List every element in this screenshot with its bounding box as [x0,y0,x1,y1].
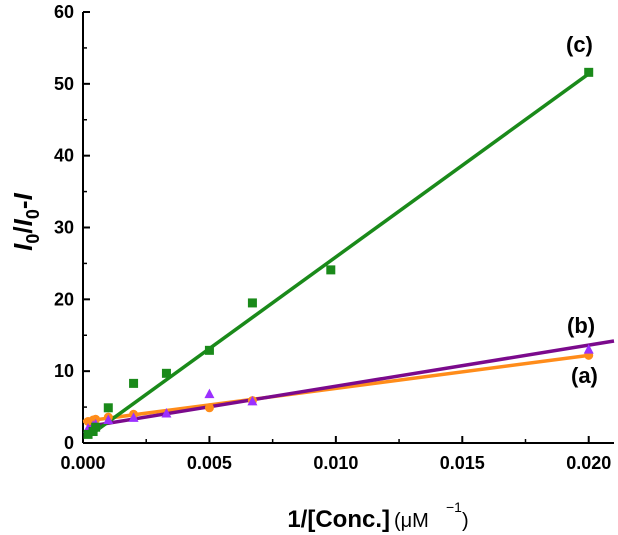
x-tick-label: 0.020 [566,453,611,473]
marker-c [83,429,93,439]
fit-line-b [87,339,615,429]
series-label-c: (c) [566,32,593,57]
series-label-a: (a) [571,363,598,388]
x-axis: 0.000 0.005 0.010 0.015 0.020 [60,436,611,473]
marker-b [583,344,594,354]
x-axis-unit-exponent: −1 [446,499,462,515]
marker-c [247,298,257,308]
y-tick-label: 40 [54,146,74,166]
marker-c [103,403,113,413]
marker-b [161,408,172,418]
plot-area [82,12,614,444]
x-axis-title: 1/[Conc.] (μM −1 ) [287,499,468,533]
y-label-i0-letter: I [8,243,38,251]
y-label-minus: - [8,200,38,209]
marker-b [103,414,114,425]
marker-c [91,422,101,432]
x-tick-label: 0.015 [440,453,485,473]
marker-b [204,388,215,399]
marker-c [129,378,139,388]
y-tick-label: 60 [54,2,74,22]
y-tick-label: 30 [54,218,74,238]
series-label-b: (b) [567,313,595,338]
y-axis-title: I0/I0-I [8,192,43,250]
marker-c [326,265,336,275]
svg-text:I0/I0-I: I0/I0-I [8,192,43,250]
fit-line-a [82,353,589,424]
y-tick-label: 50 [54,74,74,94]
x-axis-unit: (μM [394,510,429,532]
x-tick-label: 0.010 [313,453,358,473]
x-axis-label: 1/[Conc.] [287,506,390,533]
marker-c [161,368,171,378]
y-label-slash: / [8,226,38,233]
y-tick-label: 20 [54,289,74,309]
x-tick-label: 0.005 [187,453,232,473]
x-tick-label: 0.000 [60,453,105,473]
marker-a [204,403,214,413]
y-label-i: I [8,192,38,200]
marker-c [584,67,594,77]
marker-b [128,412,139,422]
marker-b [247,395,258,406]
y-axis: 0 10 20 30 40 50 60 [54,2,90,453]
y-label-i0b-letter: I [8,218,38,226]
fit-lines [82,72,615,438]
fit-line-c [87,72,590,438]
y-tick-label: 10 [54,361,74,381]
y-label-i0b-sub: 0 [23,209,43,219]
data-markers [83,67,594,439]
y-tick-label: 0 [64,433,74,453]
marker-c [204,345,214,355]
x-axis-unit-close: ) [462,510,469,532]
y-label-i0-sub: 0 [23,234,43,244]
